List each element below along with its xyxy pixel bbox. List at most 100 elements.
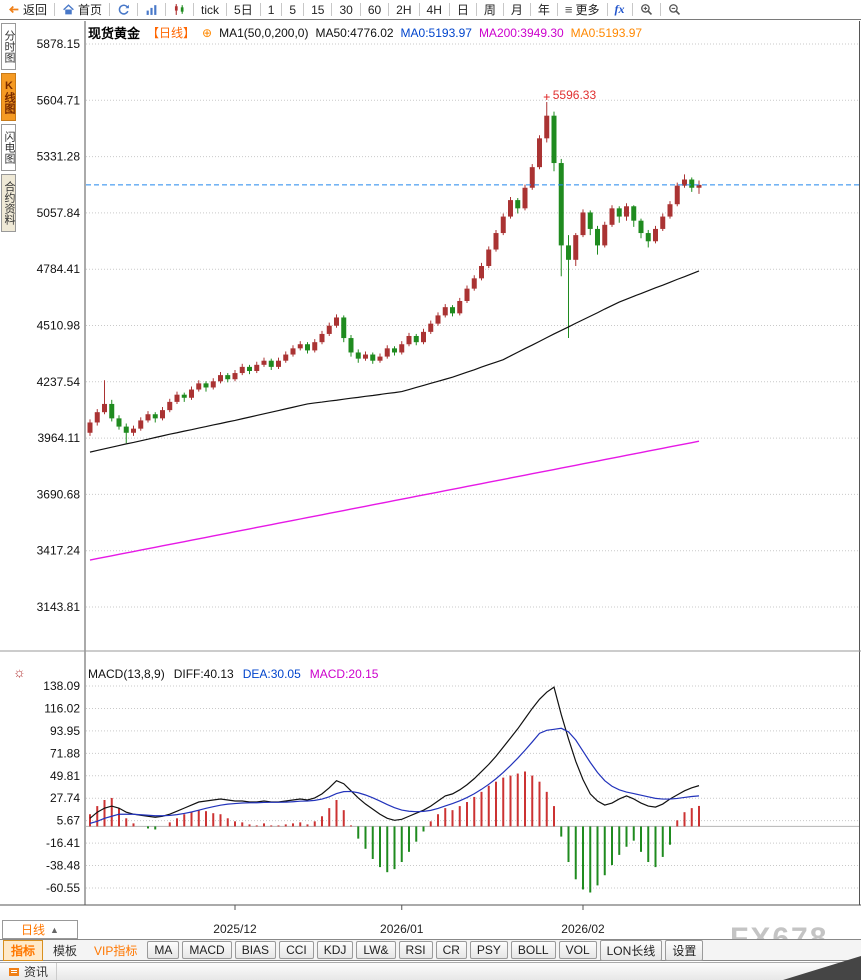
indicator-settings-icon[interactable]: ☼ — [13, 664, 26, 680]
svg-text:138.09: 138.09 — [43, 679, 80, 693]
period-button-5日[interactable]: 5日 — [234, 3, 253, 17]
zoom-in-button[interactable] — [633, 0, 660, 19]
chart-info-bar: 现货黄金 【日线】 ⊕ MA1(50,0,200,0) MA50:4776.02… — [88, 23, 642, 42]
add-favorite-icon[interactable]: ⊕ — [202, 25, 213, 40]
svg-text:71.88: 71.88 — [50, 746, 80, 760]
indicator-button-CCI[interactable]: CCI — [279, 941, 314, 959]
macd-value: MACD:20.15 — [309, 667, 379, 681]
period-button-月[interactable]: 月 — [510, 3, 523, 17]
svg-text:5057.84: 5057.84 — [37, 206, 81, 220]
candle — [232, 373, 238, 380]
candle — [399, 344, 405, 353]
period-button-日[interactable]: 日 — [456, 3, 469, 17]
indicator-button-BOLL[interactable]: BOLL — [510, 941, 556, 959]
candle — [138, 420, 144, 429]
candle — [145, 414, 151, 421]
peak-annotation: 5596.33 — [543, 88, 596, 102]
refresh-button[interactable] — [110, 0, 137, 19]
period-button-周[interactable]: 周 — [483, 3, 496, 17]
svg-text:5.67: 5.67 — [57, 814, 81, 828]
svg-text:4784.41: 4784.41 — [37, 262, 81, 276]
back-button[interactable]: 返回 — [0, 0, 54, 19]
period-button-tick[interactable]: tick — [201, 2, 220, 17]
sidebar-item-合约资料[interactable]: 合约资料 — [1, 174, 16, 232]
candle — [239, 366, 245, 374]
bar-chart-icon — [146, 5, 157, 15]
period-button-4H[interactable]: 4H — [426, 2, 442, 17]
candle-chart-type-button[interactable] — [166, 0, 193, 19]
more-label: 更多 — [575, 3, 600, 17]
divider — [303, 3, 305, 16]
divider — [259, 3, 261, 16]
ma200-line — [89, 440, 700, 561]
candle — [587, 212, 593, 229]
candle — [384, 348, 390, 357]
indicator-button-LW&[interactable]: LW& — [356, 941, 396, 959]
home-button[interactable]: 首页 — [55, 0, 109, 19]
divider — [418, 3, 420, 16]
period-button-5[interactable]: 5 — [289, 2, 297, 17]
indicator-button-MACD[interactable]: MACD — [182, 941, 232, 959]
candle — [181, 394, 187, 398]
divider — [226, 3, 228, 16]
candle — [355, 352, 361, 359]
period-button-15[interactable]: 15 — [311, 2, 325, 17]
zoom-out-button[interactable] — [661, 0, 688, 19]
period-button-1[interactable]: 1 — [267, 2, 275, 17]
indicator-button-KDJ[interactable]: KDJ — [316, 941, 354, 959]
svg-text:3690.68: 3690.68 — [37, 487, 81, 501]
indicator-buttons-group: MA MACD BIAS CCI KDJ LW& RSI CR PSY BOLL VOL LON长线设… — [147, 939, 704, 961]
candle — [624, 206, 629, 217]
news-tab[interactable]: 资讯 — [0, 963, 58, 980]
indicator-button-CR[interactable]: CR — [435, 941, 467, 959]
divider — [502, 3, 504, 16]
candle — [152, 414, 158, 419]
candle — [123, 426, 129, 433]
sidebar-item-分时图[interactable]: 分时图 — [1, 23, 16, 70]
svg-text:4510.98: 4510.98 — [37, 319, 81, 333]
more-button[interactable]: ≡ 更多 — [558, 0, 607, 19]
indicator-button-PSY[interactable]: PSY — [469, 941, 508, 959]
svg-text:2026/02: 2026/02 — [561, 922, 605, 936]
indicator-button-LON长线[interactable]: LON长线 — [599, 939, 663, 961]
candle — [595, 228, 600, 246]
period-button-60[interactable]: 60 — [367, 2, 382, 17]
tab-vip-indicators[interactable]: VIP指标 — [94, 943, 138, 958]
sidebar-item-K线图[interactable]: K线图 — [1, 73, 16, 121]
tab-templates[interactable]: 模板 — [53, 943, 78, 958]
symbol-name: 现货黄金 — [88, 26, 141, 41]
candle — [515, 200, 521, 209]
divider — [281, 3, 283, 16]
formula-fx-button[interactable]: fx — [608, 0, 632, 19]
candle — [653, 228, 658, 242]
period-selector[interactable]: 日线 ▲ — [2, 920, 78, 939]
period-button-2H[interactable]: 2H — [396, 2, 412, 17]
bar-chart-type-button[interactable] — [138, 0, 165, 19]
price-macd-chart[interactable]: 5878.15 5604.71 5331.28 5057.84 4784.41 4510.… — [0, 0, 861, 940]
period-button-30[interactable]: 30 — [339, 2, 353, 17]
news-label: 资讯 — [24, 965, 49, 979]
candle — [674, 185, 680, 205]
divider — [193, 3, 195, 16]
indicator-button-MA[interactable]: MA — [147, 941, 180, 959]
back-arrow-icon — [9, 5, 19, 14]
candle — [276, 360, 281, 367]
macd-info-bar: MACD(13,8,9) DIFF:40.13 DEA:30.05 MACD:2… — [88, 667, 378, 681]
candle — [131, 428, 136, 433]
indicator-button-设置[interactable]: 设置 — [665, 939, 704, 961]
candle — [457, 300, 463, 314]
tab-indicators[interactable]: 指标 — [3, 939, 44, 961]
divider — [109, 3, 111, 16]
candle — [428, 323, 434, 332]
indicator-button-BIAS[interactable]: BIAS — [234, 941, 277, 959]
indicator-button-RSI[interactable]: RSI — [398, 941, 433, 959]
ma0-value-blue: MA0:5193.97 — [400, 25, 472, 40]
svg-text:4237.54: 4237.54 — [37, 375, 81, 389]
candle — [500, 216, 506, 234]
indicator-button-VOL[interactable]: VOL — [558, 941, 597, 959]
period-button-年[interactable]: 年 — [537, 3, 550, 17]
candle — [464, 288, 470, 301]
candle — [479, 265, 484, 279]
candle — [435, 315, 441, 324]
sidebar-item-闪电图[interactable]: 闪电图 — [1, 124, 16, 171]
